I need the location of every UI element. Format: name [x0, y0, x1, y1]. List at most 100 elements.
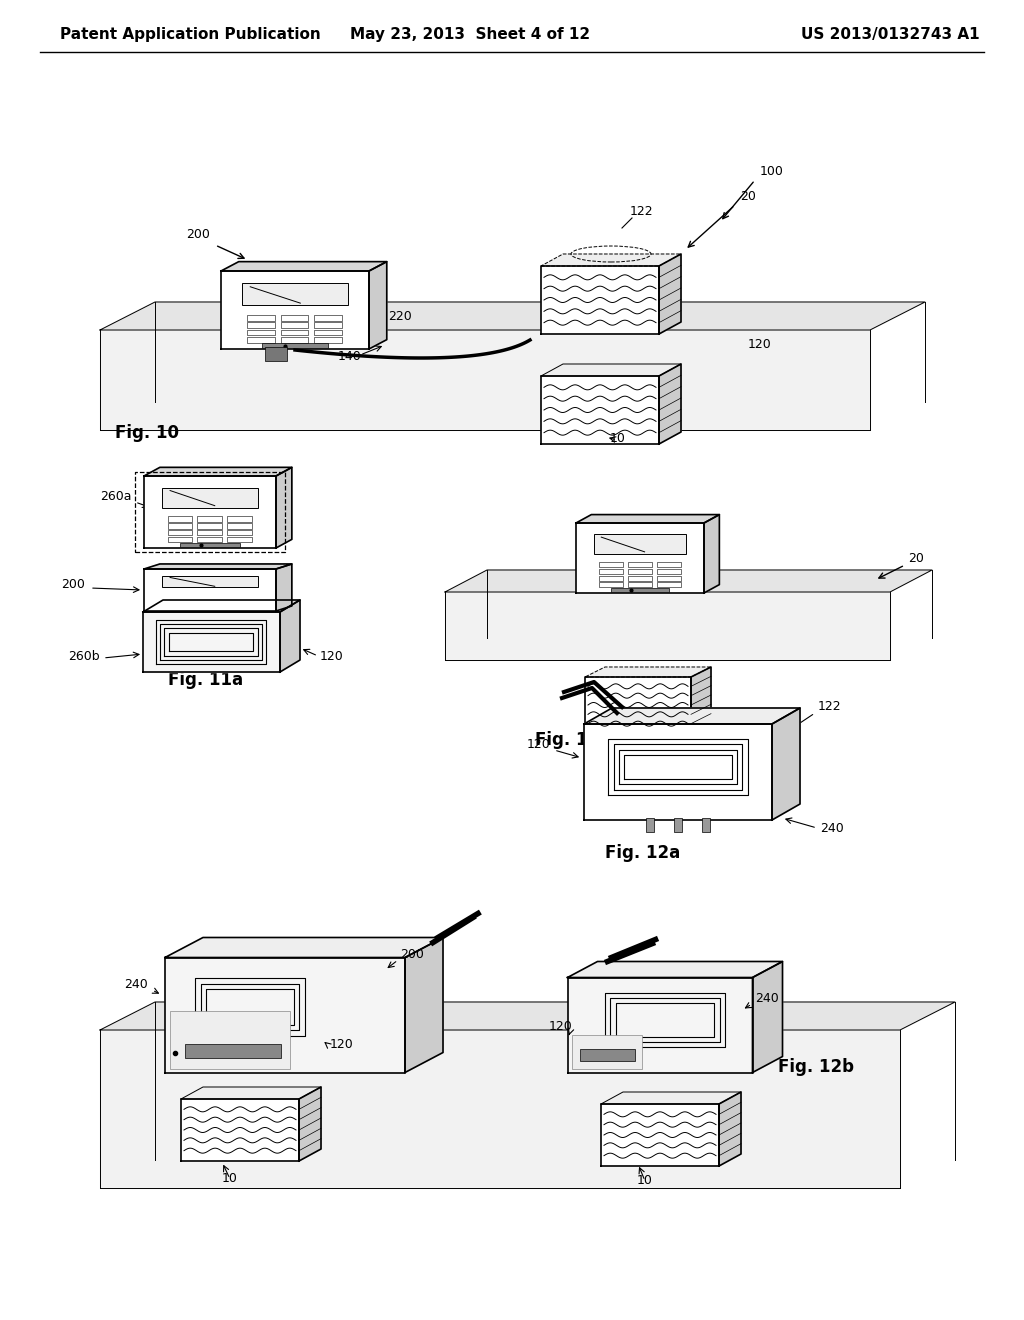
Bar [163, 487, 257, 508]
Polygon shape [753, 961, 782, 1072]
Text: Fig. 10: Fig. 10 [115, 424, 179, 442]
Text: 20: 20 [740, 190, 756, 203]
Bar [628, 582, 651, 587]
Bar [571, 1035, 642, 1068]
Bar [198, 523, 222, 528]
Text: Fig. 11b: Fig. 11b [535, 731, 611, 748]
Bar [198, 516, 222, 521]
Bar [168, 523, 193, 528]
Polygon shape [221, 261, 387, 271]
Polygon shape [541, 267, 659, 334]
Polygon shape [144, 569, 276, 611]
Bar [314, 322, 342, 327]
Polygon shape [165, 937, 443, 957]
Bar [281, 337, 308, 343]
Text: 120: 120 [526, 738, 550, 751]
Text: 100: 100 [760, 165, 784, 178]
Bar [656, 562, 681, 568]
Bar [248, 337, 274, 343]
Polygon shape [584, 708, 800, 723]
Text: Fig. 12b: Fig. 12b [778, 1059, 854, 1076]
Bar [599, 569, 623, 574]
Bar [314, 330, 342, 335]
Polygon shape [100, 330, 870, 430]
Polygon shape [100, 302, 925, 330]
Bar [656, 582, 681, 587]
Polygon shape [144, 467, 292, 477]
Polygon shape [541, 364, 681, 376]
Bar [314, 337, 342, 343]
Text: May 23, 2013  Sheet 4 of 12: May 23, 2013 Sheet 4 of 12 [350, 28, 590, 42]
Text: 120: 120 [748, 338, 772, 351]
Bar [674, 818, 682, 832]
Polygon shape [445, 591, 890, 660]
Polygon shape [100, 1002, 955, 1030]
Polygon shape [181, 1100, 299, 1162]
Text: 240: 240 [124, 978, 148, 991]
Polygon shape [567, 978, 753, 1072]
Text: Fig. 11a: Fig. 11a [168, 671, 243, 689]
Bar [170, 1011, 290, 1068]
Text: 260a: 260a [100, 490, 132, 503]
Text: 122: 122 [630, 205, 653, 218]
Bar [628, 569, 651, 574]
Bar [656, 569, 681, 574]
Bar [628, 576, 651, 581]
Text: Patent Application Publication: Patent Application Publication [60, 28, 321, 42]
Text: US 2013/0132743 A1: US 2013/0132743 A1 [802, 28, 980, 42]
Bar [580, 1049, 635, 1060]
Polygon shape [691, 667, 711, 733]
Text: 240: 240 [755, 993, 778, 1005]
Bar [168, 531, 193, 536]
Bar [248, 322, 274, 327]
Bar [227, 531, 252, 536]
Bar [168, 537, 193, 543]
Polygon shape [406, 937, 443, 1072]
Bar [265, 347, 287, 360]
Text: 10: 10 [222, 1172, 238, 1185]
Bar [281, 322, 308, 327]
Polygon shape [567, 961, 782, 978]
Polygon shape [144, 477, 276, 548]
Bar [248, 314, 274, 321]
Bar [599, 576, 623, 581]
Bar [248, 330, 274, 335]
Polygon shape [659, 364, 681, 444]
Text: 10: 10 [610, 432, 626, 445]
Text: 10: 10 [612, 733, 628, 744]
Text: 260b: 260b [69, 649, 100, 663]
Polygon shape [705, 515, 719, 593]
Bar [185, 1044, 281, 1057]
Bar [599, 562, 623, 568]
Polygon shape [299, 1086, 321, 1162]
Polygon shape [585, 677, 691, 733]
Polygon shape [276, 564, 292, 611]
Polygon shape [143, 612, 280, 672]
Polygon shape [585, 667, 711, 677]
Bar [227, 537, 252, 543]
Text: 220: 220 [388, 310, 412, 323]
Polygon shape [100, 1030, 900, 1188]
Bar [242, 284, 348, 305]
Text: 140: 140 [338, 350, 361, 363]
Bar [198, 537, 222, 543]
Polygon shape [181, 1086, 321, 1100]
Polygon shape [143, 601, 300, 612]
Polygon shape [719, 1092, 741, 1166]
Text: 120: 120 [319, 649, 344, 663]
Bar [198, 531, 222, 536]
Bar [599, 582, 623, 587]
Polygon shape [541, 253, 681, 267]
Bar [628, 562, 651, 568]
Bar [180, 543, 240, 546]
Text: 200: 200 [400, 948, 424, 961]
Polygon shape [541, 376, 659, 444]
Bar [281, 330, 308, 335]
Polygon shape [584, 723, 772, 820]
Polygon shape [601, 1104, 719, 1166]
Text: 122: 122 [818, 700, 842, 713]
Text: 200: 200 [186, 228, 210, 242]
Polygon shape [369, 261, 387, 348]
Polygon shape [165, 957, 406, 1072]
Polygon shape [221, 271, 369, 348]
